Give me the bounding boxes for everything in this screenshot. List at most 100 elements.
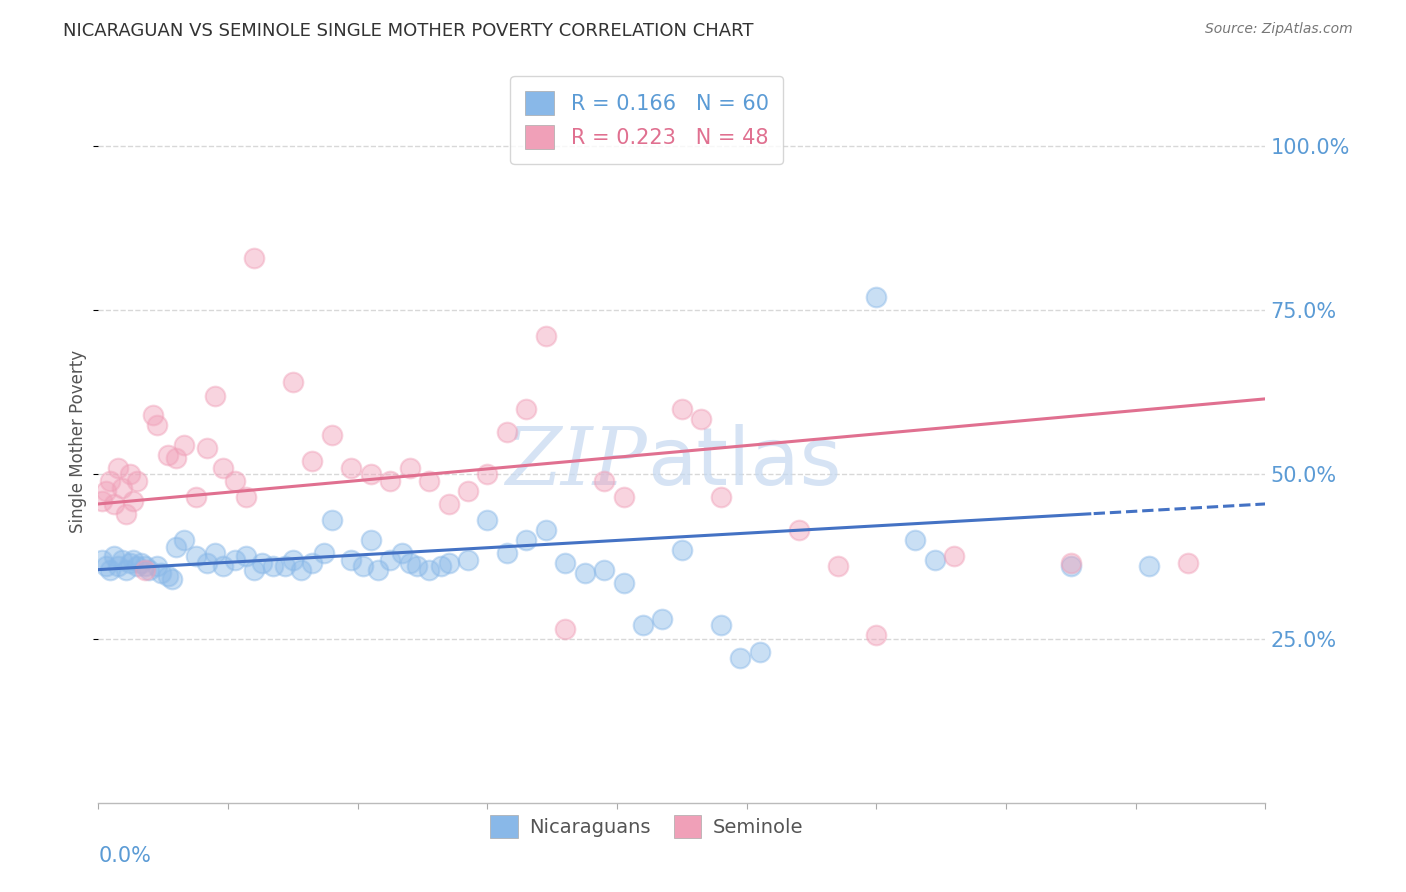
Point [1137, 559, 1160, 574]
Point [380, 474, 402, 488]
Point [1177, 556, 1199, 570]
Point [162, 573, 184, 587]
Point [91, 553, 114, 567]
Point [149, 566, 172, 580]
Point [134, 559, 156, 574]
Point [554, 556, 576, 570]
Point [184, 491, 207, 505]
Point [157, 569, 180, 583]
Point [118, 556, 141, 570]
Point [224, 474, 246, 488]
Point [129, 556, 152, 570]
Point [165, 450, 187, 465]
Point [391, 546, 413, 560]
Text: Source: ZipAtlas.com: Source: ZipAtlas.com [1205, 22, 1353, 37]
Point [114, 507, 136, 521]
Point [671, 401, 693, 416]
Point [204, 388, 226, 402]
Point [122, 553, 145, 567]
Point [554, 622, 576, 636]
Point [360, 533, 382, 547]
Point [398, 556, 420, 570]
Point [827, 559, 849, 574]
Point [243, 251, 266, 265]
Point [107, 460, 129, 475]
Point [593, 563, 616, 577]
Point [96, 483, 118, 498]
Point [340, 553, 363, 567]
Point [281, 553, 304, 567]
Point [235, 549, 257, 564]
Point [262, 559, 284, 574]
Point [865, 290, 887, 304]
Point [157, 448, 180, 462]
Point [91, 493, 114, 508]
Point [574, 566, 596, 580]
Point [730, 651, 752, 665]
Point [457, 553, 479, 567]
Point [406, 559, 429, 574]
Point [690, 411, 713, 425]
Point [904, 533, 927, 547]
Point [534, 523, 557, 537]
Point [515, 401, 537, 416]
Point [360, 467, 382, 482]
Point [340, 460, 363, 475]
Point [515, 533, 537, 547]
Point [943, 549, 966, 564]
Point [173, 438, 195, 452]
Point [301, 454, 323, 468]
Point [1060, 559, 1083, 574]
Point [429, 559, 451, 574]
Point [613, 491, 636, 505]
Point [418, 474, 440, 488]
Point [787, 523, 810, 537]
Point [321, 513, 343, 527]
Point [146, 418, 169, 433]
Point [243, 563, 266, 577]
Point [710, 491, 733, 505]
Point [111, 553, 134, 567]
Point [457, 483, 479, 498]
Text: ZIP: ZIP [505, 425, 647, 502]
Point [398, 460, 420, 475]
Point [281, 376, 304, 390]
Point [437, 556, 460, 570]
Point [142, 409, 165, 423]
Point [195, 441, 218, 455]
Point [224, 553, 246, 567]
Point [96, 559, 118, 574]
Point [122, 493, 145, 508]
Point [127, 474, 149, 488]
Point [496, 546, 519, 560]
Point [418, 563, 440, 577]
Text: 0.0%: 0.0% [98, 847, 152, 866]
Point [118, 467, 141, 482]
Point [496, 425, 519, 439]
Point [477, 513, 499, 527]
Point [212, 460, 235, 475]
Point [631, 618, 654, 632]
Point [865, 628, 887, 642]
Point [107, 559, 129, 574]
Point [212, 559, 235, 574]
Point [367, 563, 389, 577]
Point [321, 428, 343, 442]
Point [301, 556, 323, 570]
Point [312, 546, 335, 560]
Text: atlas: atlas [647, 425, 841, 502]
Point [651, 612, 673, 626]
Point [613, 575, 636, 590]
Text: NICARAGUAN VS SEMINOLE SINGLE MOTHER POVERTY CORRELATION CHART: NICARAGUAN VS SEMINOLE SINGLE MOTHER POV… [63, 22, 754, 40]
Point [146, 559, 169, 574]
Point [165, 540, 187, 554]
Point [98, 474, 121, 488]
Point [138, 563, 160, 577]
Point [250, 556, 273, 570]
Point [103, 497, 125, 511]
Point [593, 474, 616, 488]
Point [1060, 556, 1083, 570]
Y-axis label: Single Mother Poverty: Single Mother Poverty [69, 350, 87, 533]
Point [437, 497, 460, 511]
Point [477, 467, 499, 482]
